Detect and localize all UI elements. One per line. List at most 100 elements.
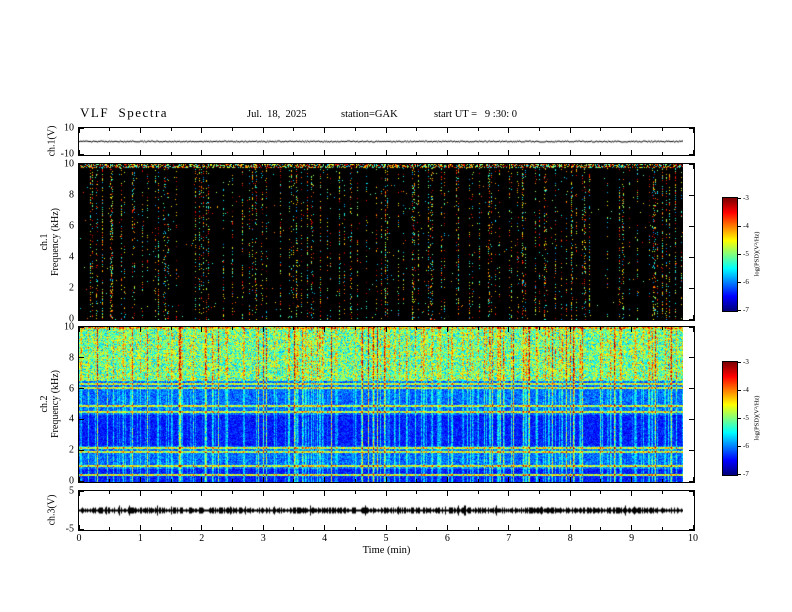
axis-tick-mark <box>232 128 233 131</box>
axis-tick-mark <box>508 477 510 482</box>
axis-tick-mark <box>354 527 356 530</box>
axis-tick-mark <box>689 449 694 451</box>
x-tick-label: 2 <box>199 533 205 544</box>
axis-tick-mark <box>201 150 203 155</box>
axis-tick-mark <box>738 253 741 255</box>
axis-tick-mark <box>446 315 448 320</box>
axis-tick-mark <box>446 164 448 169</box>
figure-station: station=GAK <box>341 109 398 120</box>
y-tick-label: 6 <box>69 220 74 232</box>
axis-tick-mark <box>79 357 84 359</box>
axis-tick-mark <box>201 525 203 530</box>
axis-tick-mark <box>232 327 233 330</box>
ch1-spectrogram-panel <box>78 163 695 321</box>
axis-tick-mark <box>689 163 694 165</box>
axis-tick-mark <box>78 315 80 320</box>
axis-tick-mark <box>139 491 141 496</box>
axis-tick-mark <box>293 164 295 167</box>
axis-tick-mark <box>385 164 387 169</box>
ch1-spectrogram-channel-label: ch.1 <box>39 233 50 251</box>
axis-tick-mark <box>569 525 571 530</box>
axis-tick-mark <box>661 317 663 320</box>
axis-tick-mark <box>477 479 479 482</box>
axis-tick-mark <box>79 225 84 227</box>
axis-tick-mark <box>201 477 203 482</box>
colorbar-ch1 <box>722 197 738 312</box>
axis-tick-mark <box>79 480 84 482</box>
axis-tick-mark <box>385 327 387 332</box>
x-tick-label: 6 <box>444 533 450 544</box>
axis-tick-mark <box>631 128 633 133</box>
axis-tick-mark <box>354 164 356 167</box>
axis-tick-mark <box>79 418 84 420</box>
axis-tick-mark <box>692 315 694 320</box>
y-tick-label: 8 <box>69 352 74 364</box>
ch2-spectrogram-frequency-label: Frequency (kHz) <box>50 369 61 439</box>
axis-tick-mark <box>539 327 540 330</box>
ch2-spectrogram-image <box>79 327 683 482</box>
axis-tick-mark <box>689 490 694 492</box>
x-tick-label: 7 <box>506 533 512 544</box>
axis-tick-mark <box>600 327 602 330</box>
axis-tick-mark <box>79 163 84 165</box>
axis-tick-mark <box>689 388 694 390</box>
axis-tick-mark <box>539 152 540 155</box>
axis-tick-mark <box>416 479 418 482</box>
axis-tick-mark <box>738 389 741 391</box>
axis-tick-mark <box>416 327 418 330</box>
ch1-spectrogram-frequency-label: Frequency (kHz) <box>50 207 61 277</box>
axis-tick-mark <box>689 194 694 196</box>
axis-tick-mark <box>109 491 111 494</box>
axis-tick-mark <box>569 128 571 133</box>
axis-tick-mark <box>416 164 418 167</box>
axis-tick-mark <box>109 317 111 320</box>
axis-tick-mark <box>689 326 694 328</box>
axis-tick-mark <box>293 327 295 330</box>
colorbar-tick-label: -6 <box>743 278 749 286</box>
x-tick-label: 8 <box>567 533 573 544</box>
axis-tick-mark <box>569 164 571 169</box>
axis-tick-mark <box>385 315 387 320</box>
axis-tick-mark <box>416 152 418 155</box>
axis-tick-mark <box>170 327 172 330</box>
axis-tick-mark <box>446 477 448 482</box>
y-tick-label: 8 <box>69 189 74 201</box>
axis-tick-mark <box>631 477 633 482</box>
axis-tick-mark <box>324 128 326 133</box>
axis-tick-mark <box>385 150 387 155</box>
axis-tick-mark <box>569 327 571 332</box>
axis-tick-mark <box>508 491 510 496</box>
colorbar-ch1-gradient <box>723 198 737 311</box>
axis-tick-mark <box>201 128 203 133</box>
figure-date: Jul. 18, 2025 <box>247 109 307 120</box>
axis-tick-mark <box>78 491 80 496</box>
axis-tick-mark <box>293 491 295 494</box>
axis-tick-mark <box>262 327 264 332</box>
axis-tick-mark <box>738 197 741 199</box>
colorbar-tick-label: -5 <box>743 414 749 422</box>
axis-tick-mark <box>324 491 326 496</box>
axis-tick-mark <box>109 327 111 330</box>
axis-tick-mark <box>78 128 80 133</box>
axis-tick-mark <box>692 491 694 496</box>
axis-tick-mark <box>539 164 540 167</box>
axis-tick-mark <box>738 473 741 475</box>
axis-tick-mark <box>692 327 694 332</box>
ch1-spectrogram-image <box>79 164 683 320</box>
axis-tick-mark <box>477 527 479 530</box>
figure-title: VLF Spectra <box>80 105 169 120</box>
x-tick-label: 3 <box>260 533 266 544</box>
axis-tick-mark <box>79 287 84 289</box>
y-tick-label: 4 <box>69 251 74 263</box>
axis-tick-mark <box>170 479 172 482</box>
colorbar-tick-label: -7 <box>743 470 749 478</box>
x-tick-label: 1 <box>137 533 143 544</box>
ch2-spectrogram-panel <box>78 326 695 483</box>
axis-tick-mark <box>232 491 233 494</box>
axis-tick-mark <box>79 490 84 492</box>
axis-tick-mark <box>170 164 172 167</box>
axis-tick-mark <box>109 479 111 482</box>
axis-tick-mark <box>354 317 356 320</box>
axis-tick-mark <box>692 525 694 530</box>
axis-tick-mark <box>738 361 741 363</box>
